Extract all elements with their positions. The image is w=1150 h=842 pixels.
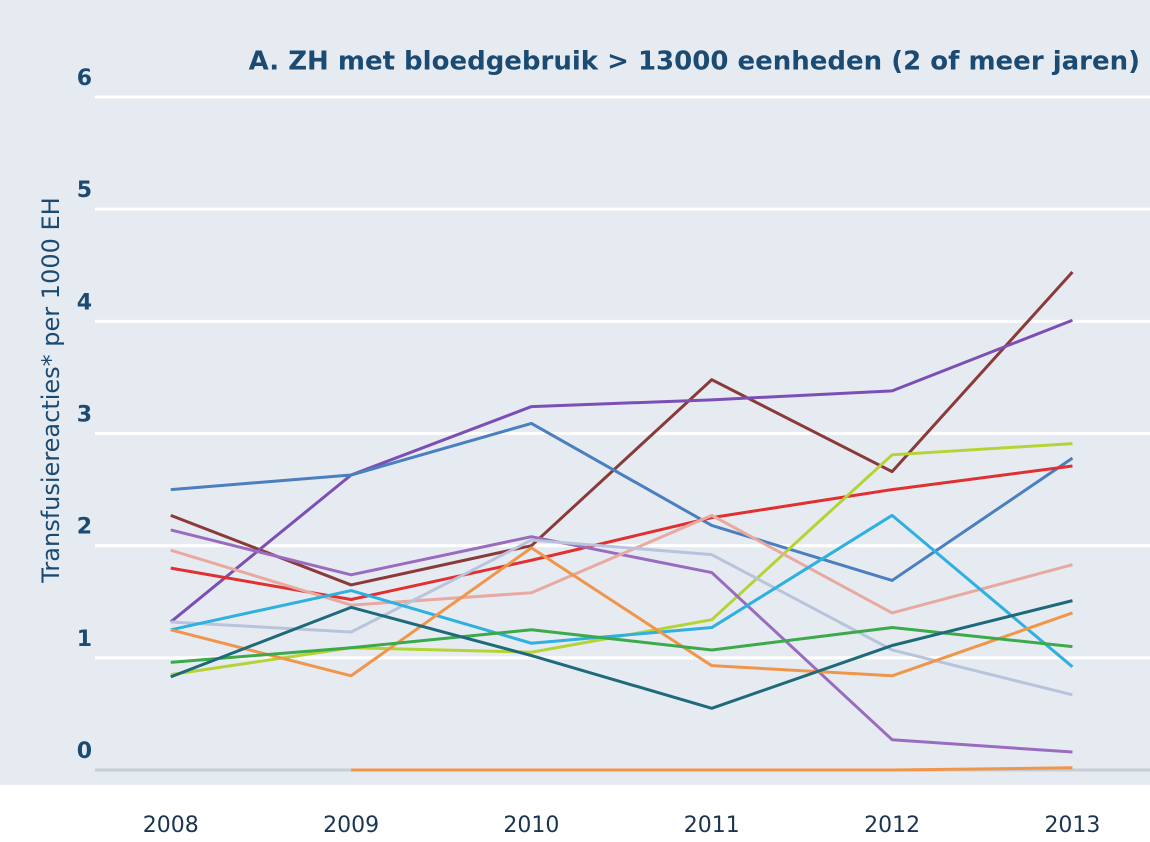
y-axis-label: Transfusiereacties* per 1000 EH: [37, 197, 65, 583]
x-tick-label: 2011: [684, 813, 740, 838]
series-line: [170, 599, 1073, 710]
series-line: [170, 270, 1074, 587]
x-tick-label: 2010: [503, 813, 559, 838]
y-tick-label: 5: [77, 178, 92, 203]
x-tick-label: 2013: [1044, 813, 1100, 838]
chart-title: A. ZH met bloedgebruik > 13000 eenheden …: [249, 47, 1140, 77]
series-line: [170, 538, 1073, 697]
series-line: [170, 464, 1073, 602]
y-tick-label: 4: [77, 290, 92, 315]
y-tick-label: 6: [77, 66, 92, 91]
series-line: [170, 546, 1073, 678]
y-tick-label: 3: [77, 403, 92, 428]
y-tick-label: 2: [77, 515, 92, 540]
y-tick-label: 0: [77, 739, 92, 764]
series-line: [351, 766, 1073, 772]
x-tick-label: 2008: [143, 813, 199, 838]
series-line: [169, 318, 1073, 624]
y-tick-label: 1: [77, 627, 92, 652]
series-line: [170, 421, 1074, 582]
series-line: [170, 513, 1074, 668]
series-line: [170, 626, 1073, 664]
x-tick-label: 2009: [323, 813, 379, 838]
x-tick-label: 2012: [864, 813, 920, 838]
